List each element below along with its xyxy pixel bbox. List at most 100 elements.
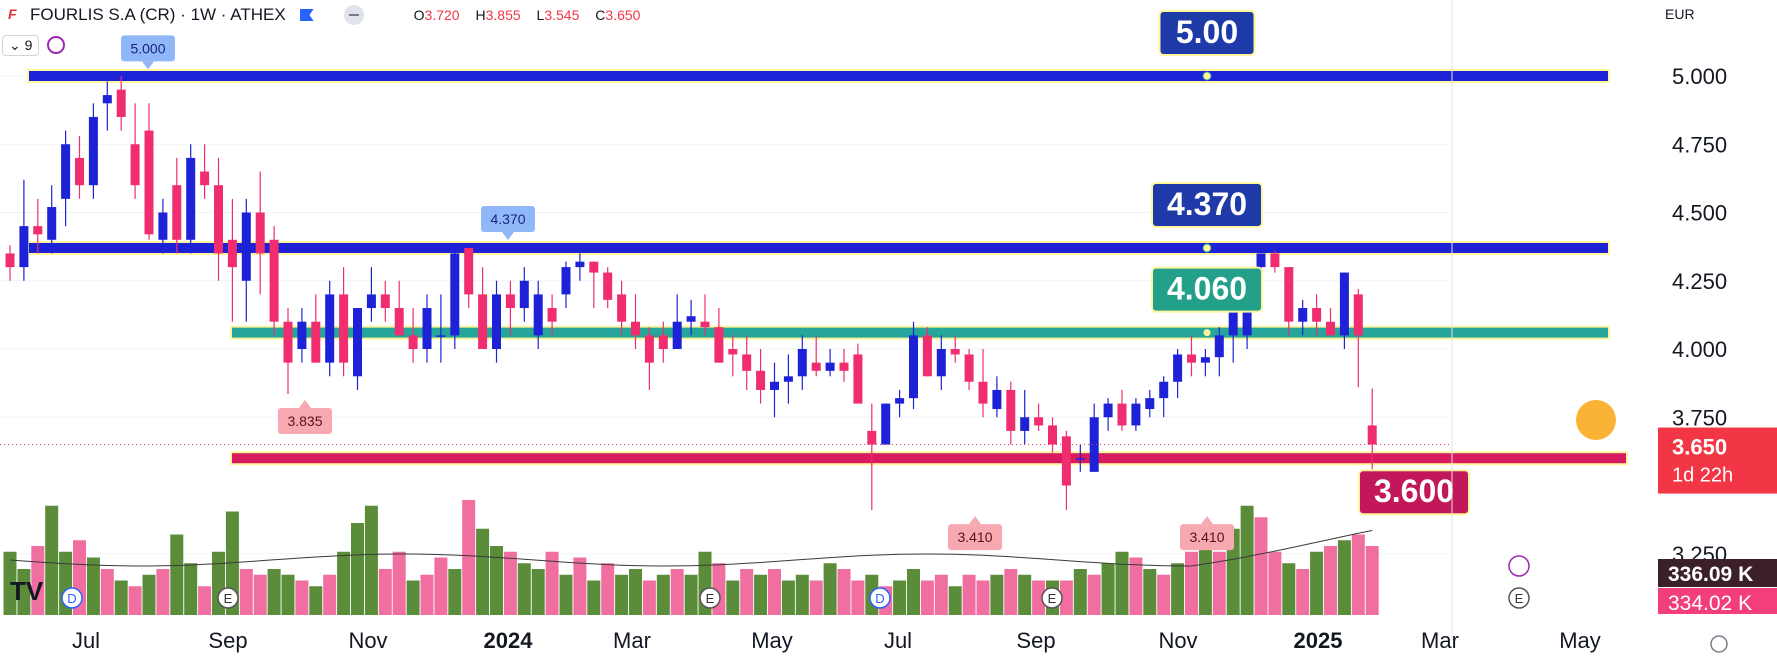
candle-body [33, 226, 43, 235]
indicator-count[interactable]: ⌄ 9 [2, 34, 40, 56]
event-marker-letter: E [1515, 591, 1524, 606]
settings-gear-icon [1710, 635, 1728, 653]
candle-body [1326, 321, 1335, 336]
candle-body [1367, 425, 1377, 445]
level-label-box [1158, 10, 1256, 56]
candle-body [519, 280, 529, 309]
volume-bar [587, 580, 601, 615]
price-axis-tick: 3.750 [1672, 405, 1727, 430]
candle-body [200, 171, 210, 186]
volume-bar [378, 569, 392, 615]
candle-body [700, 321, 710, 328]
candle-body [631, 321, 640, 336]
volume-bar [893, 580, 907, 615]
price-callout-box [948, 524, 1002, 551]
currency-label[interactable]: EUR [1665, 6, 1695, 22]
candle-body [366, 294, 376, 309]
candle-body [1020, 417, 1030, 431]
refresh-icon[interactable] [47, 36, 66, 54]
volume-bar [656, 574, 670, 615]
volume-bar [142, 574, 156, 615]
candle-body [19, 226, 29, 268]
volume-bar [434, 557, 448, 615]
volume-bar [448, 569, 462, 615]
event-marker-circle [1041, 587, 1063, 609]
candle-body [255, 212, 265, 254]
time-axis-tick: Jul [884, 628, 912, 653]
level-label: 5.00 [1176, 14, 1238, 50]
price-callout-arrow [1201, 516, 1213, 525]
volume-bar [3, 551, 17, 615]
event-marker-letter: E [1048, 591, 1057, 606]
volume-bar [601, 563, 615, 615]
candle-body [283, 321, 293, 363]
volume-bar [1240, 505, 1254, 615]
candle-body [186, 157, 196, 240]
volume-bar [1351, 534, 1365, 615]
time-axis-tick: Mar [613, 628, 651, 653]
volume-bar [531, 569, 545, 615]
volume-bar [1337, 540, 1351, 615]
price-callout-arrow [142, 61, 154, 70]
symbol-title[interactable]: FOURLIS S.A (CR) · 1W · ATHEX [30, 5, 286, 24]
candle-body [756, 370, 766, 390]
candle-body [589, 261, 599, 273]
volume-label-2: 334.02 K [1668, 592, 1752, 615]
event-marker-letter: D [67, 591, 76, 606]
candle-body [978, 381, 988, 404]
minus-circle-icon[interactable] [343, 5, 364, 25]
level-label-box [1358, 469, 1470, 516]
volume-bar [100, 569, 114, 615]
candle-body [297, 321, 307, 349]
volume-bar [406, 580, 420, 615]
volume-bar [1365, 546, 1379, 615]
volume-bar [45, 505, 59, 615]
countdown-label: 1d 22h [1672, 465, 1733, 487]
volume-bar [962, 574, 976, 615]
candle-body [1256, 253, 1266, 268]
last-price-box [1658, 427, 1777, 494]
candle-body [1103, 403, 1113, 418]
volume-bar [948, 586, 962, 615]
price-callout-arrow [299, 400, 311, 409]
volume-bar [1324, 546, 1337, 615]
candle-body [783, 376, 793, 382]
candle-body [339, 294, 349, 363]
candle-body [728, 349, 738, 355]
time-axis-tick: 2025 [1294, 628, 1343, 653]
candle-body [1298, 308, 1308, 322]
volume-bar [17, 569, 31, 615]
candle-body [853, 354, 863, 404]
price-axis-tick: 4.000 [1672, 337, 1727, 362]
level-anchor [1202, 243, 1212, 253]
candle-body [1284, 267, 1294, 322]
price-callout-label: 4.370 [490, 211, 525, 227]
volume-bar [1101, 563, 1115, 615]
volume-bar [239, 569, 253, 615]
time-axis-tick: Jul [72, 628, 100, 653]
candle-body [895, 398, 905, 404]
level-label: 4.060 [1167, 271, 1247, 307]
volume-bar [740, 569, 754, 615]
candle-body [408, 335, 418, 349]
candle-body [394, 308, 404, 336]
volume-bar [837, 569, 851, 615]
candle-body [1089, 417, 1099, 472]
candle-body [1006, 389, 1016, 431]
flag-icon[interactable] [299, 9, 314, 21]
time-axis-tick: May [1559, 628, 1601, 653]
volume-bar [670, 569, 684, 615]
candle-body [992, 389, 1002, 410]
candle-body [922, 335, 932, 377]
candle-body [547, 308, 557, 322]
indicator-toggle[interactable]: ⌄ 9 [2, 33, 66, 57]
candle-body [714, 327, 724, 363]
volume-bar [1254, 517, 1268, 615]
candle-body [603, 272, 613, 300]
candle-body [1228, 294, 1238, 336]
volume-bar [907, 569, 920, 615]
candle-body [561, 267, 571, 295]
candle-body [311, 321, 321, 363]
volume-label-1: 336.09 K [1668, 563, 1753, 586]
